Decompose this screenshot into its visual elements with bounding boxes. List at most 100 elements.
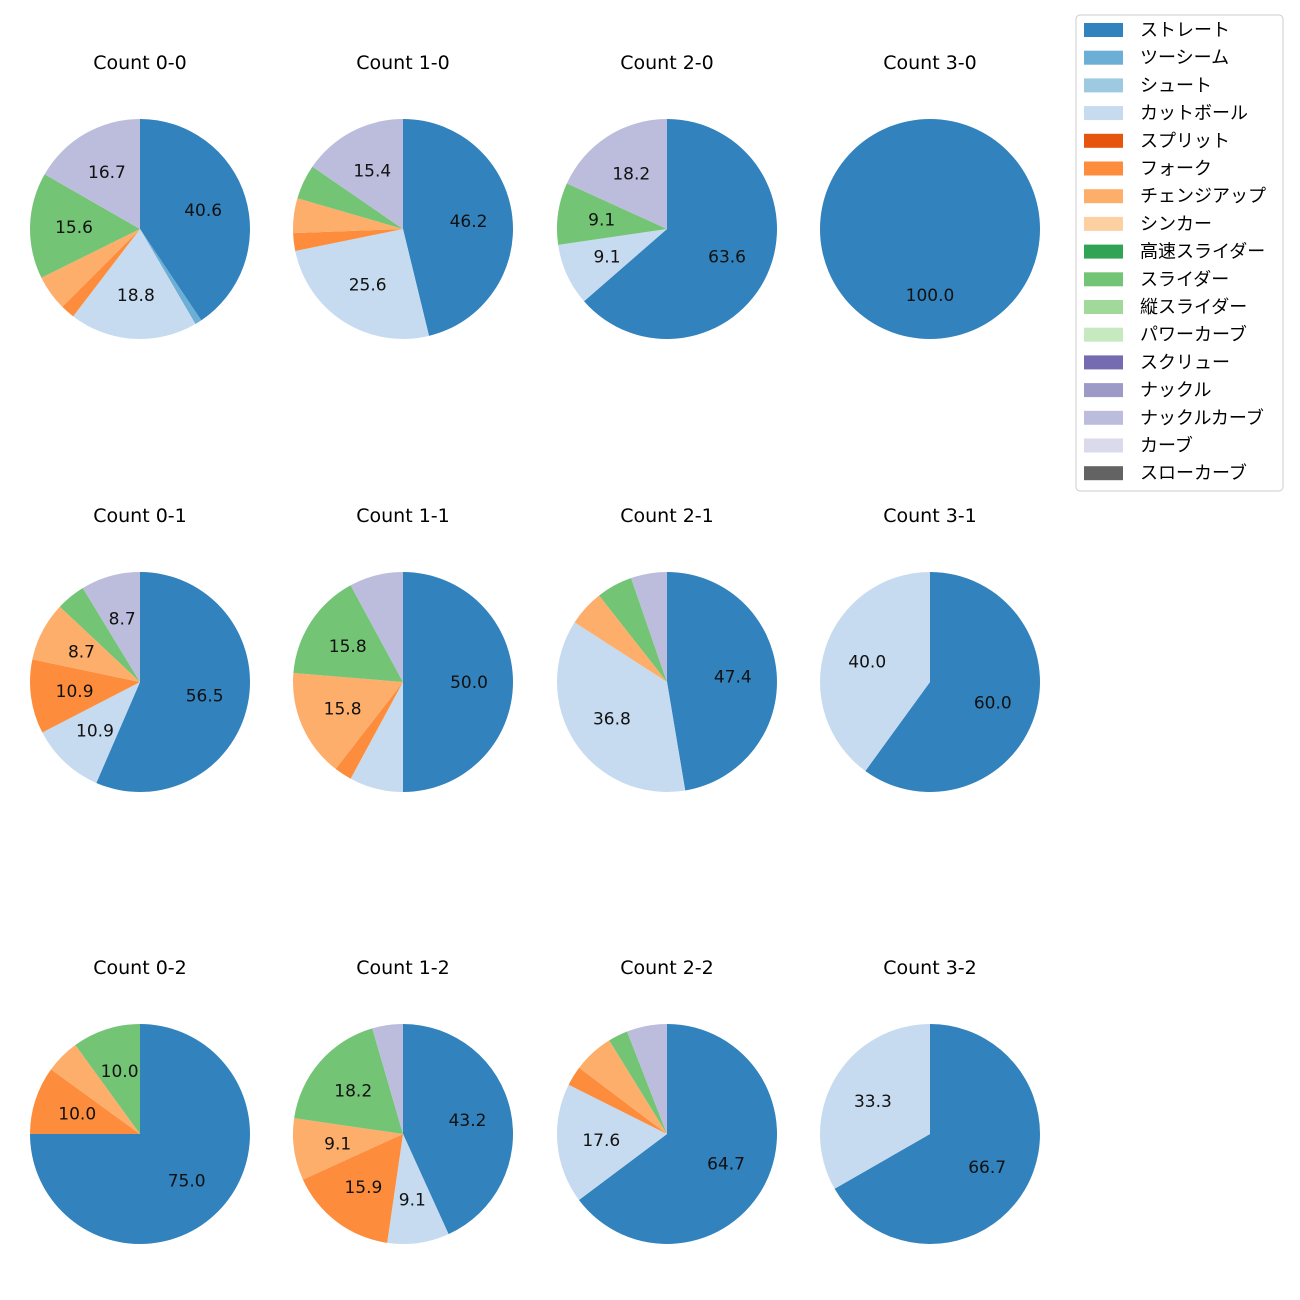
pie-title: Count 0-1 [93, 505, 187, 527]
slice-label: 15.6 [55, 218, 93, 238]
slice-label: 8.7 [109, 609, 136, 629]
pie-slice [41, 229, 141, 307]
slice-label: 75.0 [168, 1172, 206, 1192]
slice-label: 46.2 [450, 212, 488, 232]
legend-entry: チェンジアップ [1084, 186, 1266, 207]
slice-label: 40.6 [184, 201, 222, 221]
legend-label: チェンジアップ [1140, 186, 1266, 207]
slice-label: 66.7 [968, 1158, 1006, 1178]
slice-label: 40.0 [848, 653, 886, 673]
legend-swatch [1084, 23, 1123, 37]
pie-slice [96, 572, 251, 792]
pie-slice [293, 1118, 403, 1180]
legend-label: ツーシーム [1140, 48, 1229, 69]
pie-slice [29, 1069, 140, 1134]
pie-chart: Count 2-1 47.4 36.8 [557, 505, 777, 792]
pie-slice [44, 119, 141, 229]
legend-label: ストレート [1140, 20, 1230, 41]
pie-slice [42, 682, 140, 783]
legend-label: カーブ [1140, 435, 1193, 457]
slice-label: 15.9 [344, 1178, 382, 1198]
legend-swatch [1084, 133, 1123, 148]
pie-chart: Count 3-0 100.0 [820, 52, 1040, 339]
pie-slice [59, 588, 141, 682]
legend-entry: ナックルカーブ [1084, 407, 1264, 429]
legend-swatch [1084, 106, 1123, 121]
slice-label: 18.2 [334, 1082, 372, 1102]
slice-label: 10.0 [58, 1105, 96, 1125]
pie-slice [82, 572, 140, 682]
slice-label: 43.2 [449, 1111, 487, 1131]
pie-title: Count 0-2 [93, 957, 187, 979]
slice-label: 25.6 [349, 276, 387, 296]
pie-slice [297, 166, 403, 229]
pie-slice [820, 119, 1040, 339]
legend-entry: ストレート [1084, 20, 1230, 41]
legend-entry: 高速スライダー [1084, 242, 1265, 263]
pie-chart: Count 0-2 75.0 10.0 10.0 [29, 957, 250, 1244]
legend-swatch [1084, 355, 1123, 370]
legend-swatch [1084, 189, 1123, 204]
slice-label: 9.1 [588, 211, 615, 231]
legend-label: シンカー [1140, 214, 1212, 235]
legend-label: ナックル [1140, 380, 1211, 401]
legend-swatch [1084, 300, 1123, 314]
pie-slice [834, 1024, 1040, 1244]
slice-label: 64.7 [707, 1155, 745, 1175]
legend-entry: ツーシーム [1084, 48, 1229, 69]
pie-slice [30, 659, 141, 733]
legend-label: フォーク [1140, 159, 1212, 180]
pie-title: Count 2-1 [620, 505, 714, 527]
slice-label: 15.8 [324, 700, 362, 720]
pie-title: Count 3-1 [883, 505, 977, 527]
legend-swatch [1084, 383, 1123, 398]
legend-entry: シンカー [1084, 214, 1212, 235]
legend-entry: パワーカーブ [1084, 324, 1247, 346]
pie-slice [599, 578, 667, 682]
legend-label: 縦スライダー [1140, 297, 1247, 318]
pie-slice [578, 1024, 777, 1245]
legend-entry: スライダー [1084, 269, 1229, 290]
legend-swatch [1084, 244, 1123, 259]
legend-label: スクリュー [1140, 352, 1230, 373]
pie-slice [293, 585, 403, 682]
legend-label: パワーカーブ [1140, 324, 1247, 346]
pie-chart: Count 2-2 64.7 17.6 [556, 957, 777, 1245]
legend-entry: スクリュー [1084, 352, 1230, 373]
pie-slice [73, 229, 196, 339]
pie-slice [294, 1028, 403, 1134]
slice-label: 16.7 [88, 163, 126, 183]
pie-slice [372, 1024, 403, 1134]
legend-swatch [1084, 272, 1123, 287]
legend-entry: スローカーブ [1084, 462, 1247, 484]
pie-slice [350, 682, 403, 792]
legend-entry: カットボール [1084, 103, 1248, 124]
pie-chart: Count 0-1 56.5 10.9 10.9 8.7 8.7 [30, 505, 251, 792]
slice-label: 10.9 [76, 721, 114, 741]
legend-swatch [1084, 438, 1123, 453]
pie-slice [403, 572, 513, 792]
pie-slice [584, 119, 778, 339]
pie-slice [293, 198, 403, 234]
pie-title: Count 3-2 [883, 957, 977, 979]
slice-label: 10.0 [101, 1062, 139, 1082]
slice-label: 18.8 [117, 286, 155, 306]
pie-slice [403, 1024, 513, 1235]
legend-swatch [1084, 216, 1123, 231]
legend-swatch [1084, 466, 1123, 481]
legend-swatch [1084, 327, 1123, 342]
pie-slice [556, 1084, 667, 1200]
pie-slice [865, 572, 1040, 792]
pie-slice [140, 119, 251, 321]
slice-label: 60.0 [974, 693, 1012, 713]
pie-slice [574, 595, 667, 682]
legend-entry: ナックル [1084, 380, 1211, 401]
pie-title: Count 1-1 [356, 505, 450, 527]
pie-slice [350, 572, 403, 682]
slice-label: 33.3 [854, 1092, 892, 1112]
pie-title: Count 1-2 [356, 957, 450, 979]
slice-label: 56.5 [186, 686, 224, 706]
pie-slice [312, 118, 403, 229]
legend-label: スプリット [1140, 131, 1230, 152]
